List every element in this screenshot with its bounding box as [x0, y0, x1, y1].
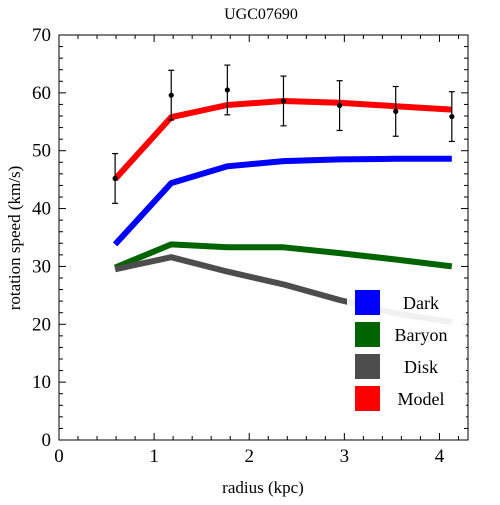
- observed-data: [112, 64, 455, 204]
- y-tick-label: 20: [32, 314, 51, 335]
- legend-swatch-dark: [355, 290, 380, 315]
- data-point: [449, 113, 455, 120]
- legend-label-model: Model: [398, 389, 445, 409]
- observed-point: [280, 75, 287, 127]
- y-tick-label: 60: [32, 83, 51, 104]
- legend-swatch-baryon: [355, 322, 380, 347]
- y-tick-label: 70: [32, 25, 51, 46]
- y-tick-label: 50: [32, 141, 51, 162]
- axis-ticks: [58, 34, 468, 441]
- x-tick-labels: 0 1 2 3 4: [54, 446, 444, 467]
- observed-point: [448, 91, 455, 143]
- data-point: [112, 175, 118, 182]
- legend-label-baryon: Baryon: [395, 325, 448, 345]
- observed-point: [224, 64, 231, 116]
- x-tick-label: 0: [54, 446, 64, 467]
- y-tick-label: 0: [42, 430, 52, 451]
- series-line-baryon: [113, 241, 453, 271]
- y-tick-labels: 0 10 20 30 40 50 60 70: [32, 25, 51, 451]
- x-tick-label: 1: [149, 446, 159, 467]
- x-tick-label: 4: [435, 446, 445, 467]
- data-point: [393, 108, 399, 114]
- legend-label-dark: Dark: [403, 293, 439, 313]
- legend-label-disk: Disk: [404, 357, 438, 377]
- observed-point: [392, 85, 399, 137]
- y-axis-label: rotation speed (km/s): [5, 166, 24, 310]
- data-point: [224, 87, 230, 93]
- data-point: [168, 92, 174, 98]
- observed-point: [112, 153, 119, 204]
- y-tick-label: 30: [32, 256, 51, 277]
- legend-swatch-model: [355, 386, 380, 411]
- observed-point: [168, 69, 175, 121]
- y-tick-label: 40: [32, 199, 51, 220]
- series-line-dark: [112, 155, 452, 247]
- x-tick-label: 3: [340, 446, 350, 467]
- x-axis-label: radius (kpc): [222, 478, 304, 497]
- data-point: [336, 102, 343, 109]
- legend: Dark Baryon Disk Model: [347, 286, 466, 419]
- y-tick-label: 10: [32, 372, 51, 393]
- x-tick-label: 2: [244, 446, 254, 467]
- plot-frame: [58, 34, 469, 441]
- observed-point: [336, 80, 343, 132]
- chart-title: UGC07690: [224, 6, 298, 23]
- data-point: [280, 98, 287, 104]
- legend-swatch-disk: [355, 354, 380, 379]
